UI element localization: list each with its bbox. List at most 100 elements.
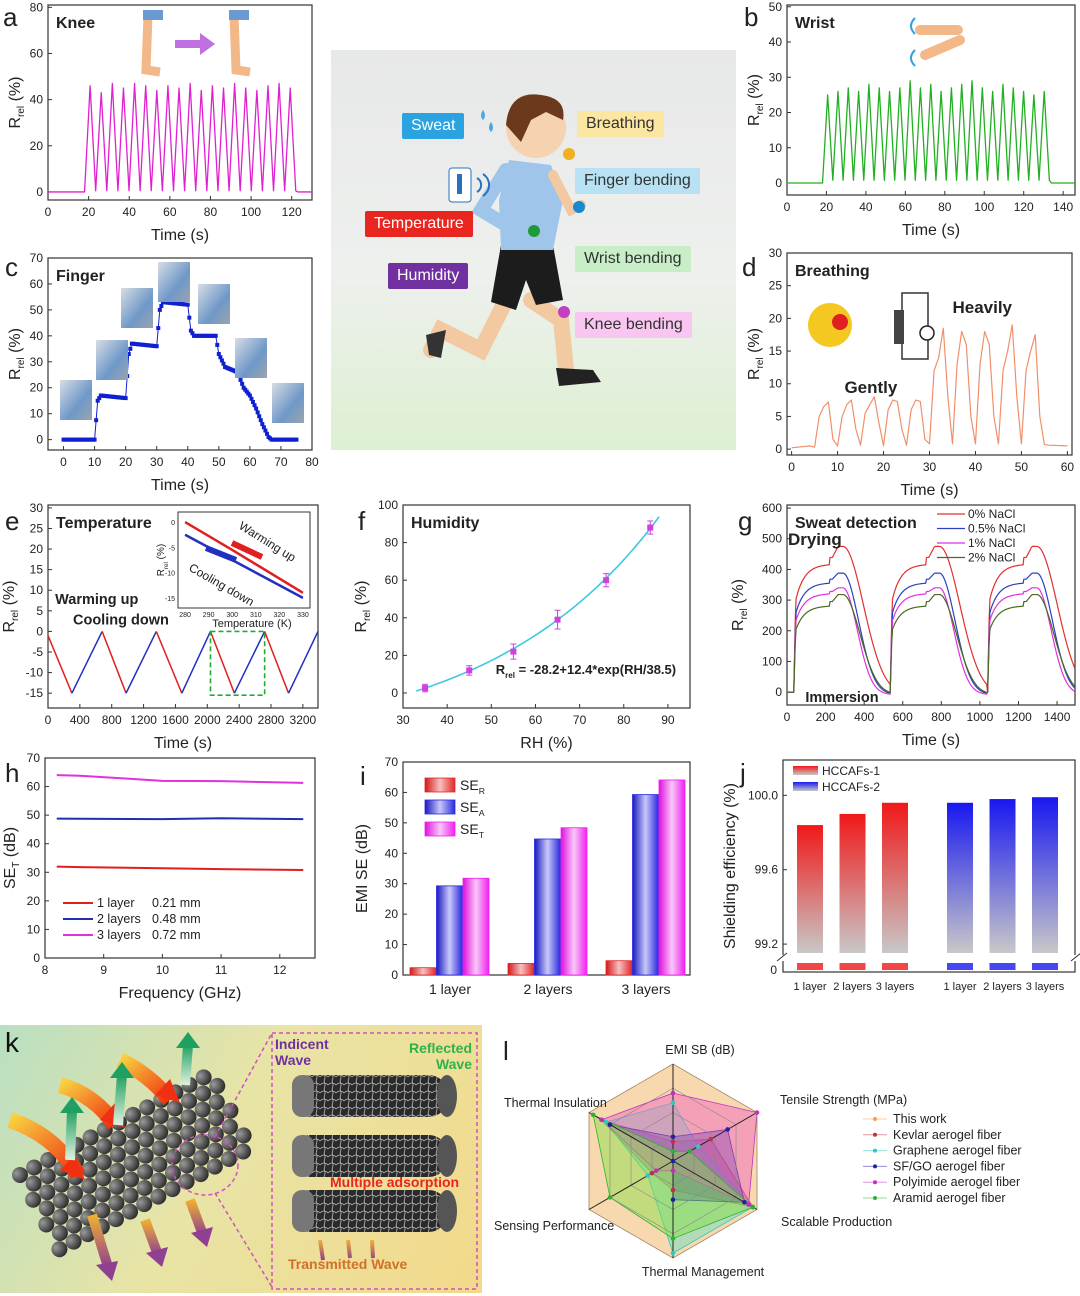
- fiber-bead: [51, 1241, 68, 1258]
- y-axis-label: Shielding efficiency (%): [722, 783, 739, 949]
- radar-point: [670, 1139, 676, 1144]
- y-tick-label: 60: [385, 573, 399, 587]
- fiber-bead: [139, 1099, 156, 1116]
- data-marker: [98, 393, 103, 398]
- data-marker: [185, 302, 190, 307]
- x-tick-label: 30: [150, 455, 164, 469]
- panel-letter: j: [739, 758, 746, 788]
- fiber-bead: [195, 1069, 212, 1086]
- radar-ring: [651, 1136, 695, 1186]
- inset-series-line: [184, 533, 304, 599]
- fiber-bead: [66, 1217, 83, 1234]
- series-line: [787, 593, 1076, 694]
- x-tick-label: 40: [859, 200, 873, 214]
- warming-segment: [155, 631, 183, 694]
- hand-photo: [121, 288, 153, 328]
- y-tick-label: 100: [762, 654, 782, 668]
- data-marker: [244, 389, 249, 394]
- bar: [436, 885, 463, 976]
- x-tick-label: 140: [1053, 200, 1073, 214]
- x-axis-label: Frequency (GHz): [119, 985, 242, 1002]
- radar-point: [750, 1204, 756, 1210]
- y-tick-label: 0: [775, 176, 782, 190]
- y-tick-label: 300: [762, 593, 782, 607]
- legend-thickness: 0.21 mm: [152, 896, 201, 910]
- radar-axis-label: Sensing Performance: [494, 1219, 614, 1233]
- fit-curve: [415, 516, 660, 692]
- fiber-bead: [138, 1131, 155, 1148]
- radar-point: [670, 1187, 676, 1193]
- label-unit: (%): [746, 328, 763, 357]
- y-tick-label: 70: [385, 755, 399, 769]
- panel-letter: f: [358, 506, 366, 536]
- x-axis-label: Time (s): [902, 222, 960, 239]
- y-tick-label: 10: [27, 922, 41, 936]
- data-marker: [153, 344, 158, 349]
- label-unit: (dB): [2, 827, 19, 862]
- plot-frame: [782, 759, 1076, 973]
- label-main: R: [746, 114, 763, 126]
- label-subscript: T: [479, 830, 485, 840]
- data-marker: [202, 333, 207, 338]
- x-tick-label: 40: [969, 460, 983, 474]
- reflected-wave-label: Reflected Wave: [400, 1040, 472, 1072]
- data-marker: [294, 437, 299, 442]
- bar: [658, 779, 686, 976]
- y-tick-label: 500: [762, 532, 782, 546]
- zoom-box: [271, 1032, 478, 1290]
- y-tick-label: 10: [385, 938, 399, 952]
- rotation-arrow-icon: [910, 17, 916, 67]
- legend-label: SEA: [460, 799, 485, 818]
- data-marker: [229, 367, 234, 372]
- bar-stub: [1032, 963, 1058, 970]
- hand-photo: [96, 340, 128, 380]
- fiber-bead: [150, 1172, 167, 1189]
- fiber-bead: [152, 1108, 169, 1125]
- label-subscript: rel: [739, 608, 750, 619]
- data-marker: [249, 396, 254, 401]
- y-tick-label: 100.0: [748, 788, 778, 802]
- fiber-bead: [82, 1129, 99, 1146]
- plot-frame: [47, 257, 313, 451]
- fiber-bead: [109, 1162, 126, 1179]
- fiber-bead: [38, 1200, 55, 1217]
- x-tick-label: 3200: [290, 713, 317, 727]
- x-tick-label: 100: [241, 205, 261, 219]
- fiber-bead: [51, 1225, 68, 1242]
- fiber-bead: [164, 1164, 181, 1181]
- label-main: R: [156, 569, 167, 576]
- legend-swatch: [424, 799, 456, 815]
- data-marker: [282, 437, 287, 442]
- data-marker: [72, 437, 77, 442]
- temperature-label: Temperature: [365, 211, 473, 237]
- data-marker: [233, 369, 238, 374]
- panel-c: c 0 10 20 30 40 50 60 70 80 0 10 20 30 40 50 60 70 Time (s…: [5, 251, 319, 494]
- y-tick-label: 200: [762, 624, 782, 638]
- data-marker: [125, 374, 130, 379]
- legend-marker: [873, 1164, 877, 1169]
- legend-marker: [873, 1117, 877, 1121]
- x-tick-label: 11: [215, 963, 228, 977]
- data-marker: [106, 394, 111, 399]
- data-marker: [171, 301, 176, 306]
- y-tick-label: 25: [30, 521, 44, 535]
- hand-photo: [235, 338, 267, 378]
- radar-point: [645, 1173, 651, 1178]
- bar-stub: [797, 963, 823, 970]
- data-marker: [261, 425, 266, 430]
- data-point: [466, 667, 473, 674]
- panel-letter: a: [3, 2, 18, 32]
- radar-point: [725, 1127, 730, 1132]
- legend-label: 1% NaCl: [968, 536, 1015, 550]
- transmitted-wave-label: Transmitted Wave: [288, 1256, 408, 1272]
- fiber-bead: [137, 1147, 154, 1164]
- radar-ring: [588, 1063, 758, 1259]
- panel-i: i 0 10 20 30 40 50 60 70 EMI SE (dB) 1 layer 2 laye…: [354, 755, 691, 997]
- x-tick-label: 2800: [258, 713, 285, 727]
- panel-k-shielding-mechanism: k Indicent Wave Reflected Wave Multiple ad…: [0, 1025, 482, 1293]
- data-marker: [271, 437, 276, 442]
- y-tick-label: 10: [30, 407, 44, 421]
- label-main: R: [7, 117, 24, 129]
- plot-frame: [44, 757, 316, 959]
- legend-label: Graphene aerogel fiber: [893, 1144, 1022, 1158]
